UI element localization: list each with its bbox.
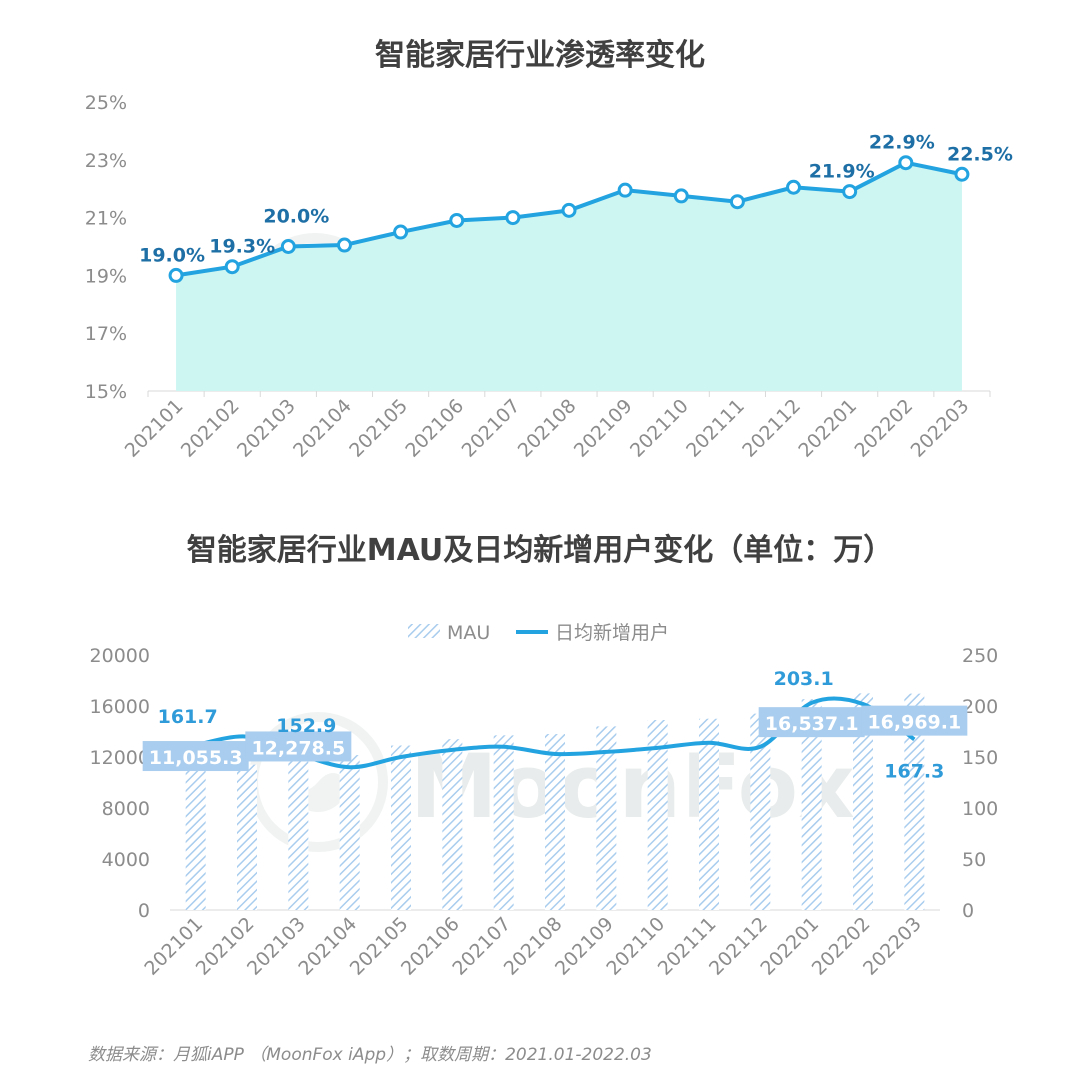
chart2-bar-mau	[442, 739, 463, 910]
chart2-left-ytick-label: 20000	[90, 645, 150, 667]
source-note: 数据来源：月狐iAPP （MoonFox iApp）；取数周期：2021.01-…	[88, 1045, 652, 1065]
chart2-bar-mau	[545, 734, 565, 910]
watermark-text-2: MoonFox	[410, 735, 855, 838]
chart2-bar-mau	[904, 693, 925, 910]
chart2-left-ytick-label: 0	[138, 900, 150, 922]
chart2-bar-mau	[493, 735, 514, 910]
chart2-mau-label-box	[245, 731, 352, 762]
chart1-data-point	[336, 237, 352, 253]
chart2-right-ytick-label: 200	[962, 696, 998, 718]
chart1-xtick-label: 202106	[401, 395, 468, 462]
chart2-bar-mau	[288, 753, 309, 910]
chart2-title: 智能家居行业MAU及日均新增用户变化（单位：万）	[186, 533, 894, 568]
chart2-mau-label-box	[758, 707, 865, 738]
chart1-data-label: 22.5%	[947, 143, 1013, 165]
chart1-xtick-label: 202203	[907, 395, 974, 462]
chart2-plot: MAU 日均新增用户 0 4000 8000 12000 16000 20000 0 50 100 1…	[90, 622, 999, 980]
chart2-mau-data-label: 16,969.1	[867, 712, 961, 734]
chart1-title: 智能家居行业渗透率变化	[375, 38, 705, 73]
chart1-data-point	[505, 210, 521, 226]
chart2-mau-data-label: 16,537.1	[765, 713, 859, 735]
chart2-mau-data-label: 12,278.5	[251, 737, 345, 759]
chart1-xtick-label: 202110	[626, 395, 693, 462]
chart1-xtick-label: 202103	[233, 395, 300, 462]
chart2-xtick-label: 202203	[859, 913, 926, 980]
chart1-data-point	[898, 155, 914, 171]
chart1-ytick-label: 17%	[85, 323, 127, 345]
chart1-xtick-label: 202102	[177, 395, 244, 462]
chart1-xtick-label: 202107	[458, 395, 525, 462]
chart2-daily-data-label: 203.1	[774, 668, 834, 690]
chart1-xtick-label: 202111	[682, 395, 749, 462]
chart1-data-label: 19.3%	[209, 236, 275, 258]
chart2-right-ytick-label: 150	[962, 747, 998, 769]
chart2-daily-data-label: 161.7	[158, 706, 218, 728]
chart1-data-point	[449, 212, 465, 228]
chart1-data-point	[842, 184, 858, 200]
chart1-area-fill	[176, 162, 962, 391]
chart2-daily-data-label: 167.3	[884, 760, 944, 782]
chart1-data-label: 20.0%	[263, 206, 329, 228]
chart2-bar-mau	[237, 764, 257, 910]
chart2-bar-mau	[391, 745, 411, 910]
chart2-bar-mau	[853, 693, 873, 910]
chart2-bar-mau	[339, 755, 360, 910]
chart1-data-point	[954, 166, 970, 182]
chart2-bar-mau	[801, 699, 822, 910]
chart1-data-label: 19.0%	[139, 244, 205, 266]
chart1-data-point	[617, 182, 633, 198]
chart1-data-point	[393, 224, 409, 240]
chart1-data-point	[168, 267, 184, 283]
chart2-right-ytick-label: 100	[962, 798, 998, 820]
chart1-data-point	[224, 259, 240, 275]
chart2-daily-data-label: 152.9	[276, 715, 336, 737]
chart2-mau-data-label: 11,055.3	[149, 747, 243, 769]
chart2-left-ytick-label: 16000	[90, 696, 150, 718]
chart1-data-point	[786, 179, 802, 195]
chart1-xtick-label: 202108	[514, 395, 581, 462]
chart1-xtick-label: 202104	[289, 395, 356, 462]
chart1-plot: 15% 17% 19% 21% 23% 25% 19.0% 19.3% 20.0% 21.9% 22…	[85, 92, 1013, 462]
chart1-xtick-label: 202105	[345, 395, 412, 462]
chart1-xtick-label: 202112	[738, 395, 805, 462]
chart1-ytick-label: 23%	[85, 150, 127, 172]
chart2-mau-label-box	[142, 741, 249, 772]
chart1-xtick-label: 202202	[850, 395, 917, 462]
chart1-ytick-label: 19%	[85, 265, 127, 287]
chart1-ytick-label: 25%	[85, 92, 127, 114]
chart2-left-ytick-label: 8000	[102, 798, 150, 820]
chart1-xtick-label: 202101	[121, 395, 188, 462]
chart1-data-point	[561, 202, 577, 218]
chart2-bar-mau	[596, 726, 617, 910]
chart1-data-label: 21.9%	[809, 161, 875, 183]
chart2-bar-mau	[699, 718, 719, 910]
chart2-bar-mau	[647, 720, 668, 910]
chart1-data-label: 22.9%	[869, 132, 935, 154]
legend-mau-label: MAU	[447, 622, 490, 644]
chart2-bar-mau	[185, 769, 206, 910]
chart1-ytick-label: 15%	[85, 381, 127, 403]
chart1-ytick-label: 21%	[85, 208, 127, 230]
chart2-mau-label-box	[861, 705, 968, 736]
legend-mau-swatch	[408, 624, 440, 638]
chart2-left-ytick-label: 12000	[90, 747, 150, 769]
chart1-data-point	[729, 194, 745, 210]
chart2-bar-mau	[750, 713, 771, 910]
chart2-left-ytick-label: 4000	[102, 849, 150, 871]
chart1-data-point	[673, 188, 689, 204]
chart1-xtick-label: 202109	[570, 395, 637, 462]
chart1-xtick-label: 202201	[794, 395, 861, 462]
legend-daily-label: 日均新增用户	[555, 622, 669, 644]
chart2-right-ytick-label: 250	[962, 645, 998, 667]
chart1-data-point	[280, 239, 296, 254]
chart2-right-ytick-label: 50	[962, 849, 986, 871]
chart2-right-ytick-label: 0	[962, 900, 974, 922]
